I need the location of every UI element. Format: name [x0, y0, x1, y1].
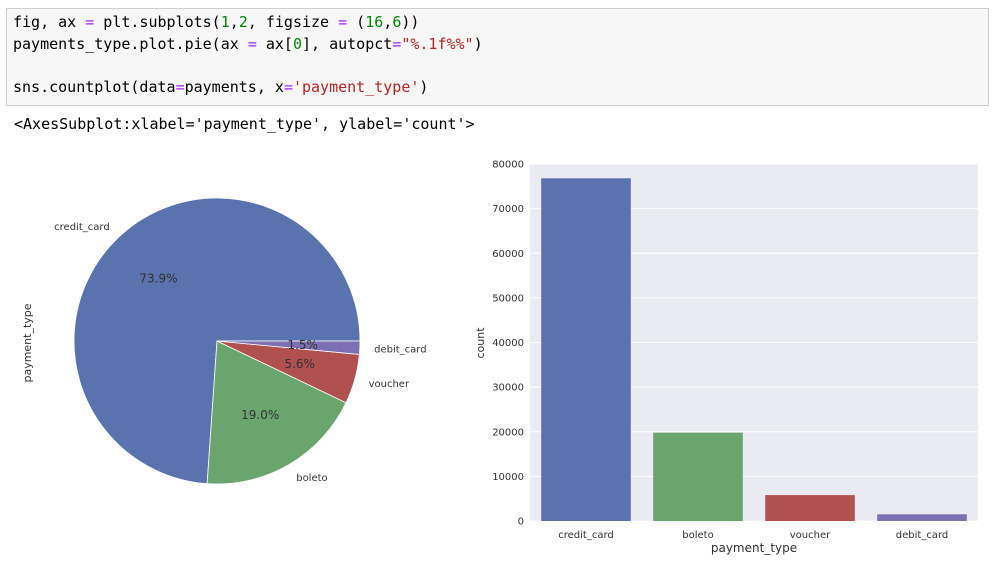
- pie-slice-label: voucher: [369, 379, 410, 390]
- bar-ytick-label: 50000: [492, 293, 524, 304]
- pie-ylabel: payment_type: [21, 303, 34, 382]
- code-token: 'payment_type': [292, 77, 420, 96]
- code-token: =: [392, 34, 402, 53]
- code-token: =: [283, 77, 293, 96]
- pie-pct-label: 19.0%: [241, 408, 279, 422]
- code-line: sns.countplot(data=payments, x='payment_…: [13, 78, 428, 96]
- bar-ytick-label: 10000: [492, 472, 524, 483]
- cell-output-text: <AxesSubplot:xlabel='payment_type', ylab…: [14, 115, 475, 133]
- bar-boleto: [653, 432, 743, 521]
- bar-credit-card: [541, 178, 631, 521]
- code-token: =: [338, 13, 348, 31]
- code-token: payments_type.plot.pie(ax: [13, 34, 248, 53]
- code-token: ): [419, 77, 429, 96]
- code-editor[interactable]: fig, ax = plt.subplots(1,2, figsize = (1…: [13, 12, 483, 98]
- code-token: "%.1f%%": [401, 34, 474, 53]
- code-token: 6: [392, 13, 402, 31]
- code-token: =: [247, 34, 257, 53]
- bar-xtick-label: credit_card: [558, 530, 614, 541]
- bar-ytick-label: 40000: [492, 338, 524, 349]
- bar-ytick-label: 80000: [492, 160, 524, 171]
- code-token: , figsize: [247, 13, 339, 31]
- code-token: 2: [238, 13, 248, 31]
- pie-slice-label: credit_card: [54, 222, 110, 233]
- bar-xtick-label: debit_card: [896, 530, 948, 541]
- pie-pct-label: 73.9%: [139, 271, 177, 285]
- pie-pct-label: 1.5%: [287, 338, 318, 352]
- pie-slice-debit-card: [216, 340, 361, 355]
- code-token: ,: [229, 13, 239, 31]
- pie-slice-label: debit_card: [374, 344, 426, 355]
- code-token: =: [85, 13, 95, 31]
- pie-chart: payment_type 73.9% credit_card 19.0% boleto…: [21, 197, 427, 485]
- bar-ytick-label: 70000: [492, 204, 524, 215]
- code-token: fig, ax: [13, 13, 86, 31]
- bar-ytick-label: 20000: [492, 427, 524, 438]
- code-token: 16: [365, 13, 384, 31]
- bar-voucher: [765, 495, 855, 521]
- code-token: 1: [220, 13, 230, 31]
- code-token: plt.subplots(: [94, 13, 221, 31]
- code-token: ax[: [256, 34, 293, 53]
- code-token: ], autopct: [302, 34, 393, 53]
- code-token: sns.countplot(data: [13, 77, 176, 96]
- pie-pct-label: 5.6%: [284, 357, 315, 371]
- code-token: payments, x: [184, 77, 284, 96]
- bar-chart: 0 10000 20000 30000 40000 50000 60000 70000 8000…: [474, 160, 978, 555]
- code-line: payments_type.plot.pie(ax = ax[0], autop…: [13, 35, 483, 53]
- code-token: )): [401, 13, 420, 31]
- code-token: 0: [292, 34, 302, 53]
- code-token: ): [473, 34, 483, 53]
- bar-ytick-label: 30000: [492, 383, 524, 394]
- bar-debit-card: [877, 514, 967, 521]
- code-token: (: [347, 13, 366, 31]
- bar-ytick-label: 0: [518, 517, 524, 528]
- bar-xtick-label: voucher: [790, 530, 831, 541]
- bar-ytick-label: 60000: [492, 249, 524, 260]
- code-line: fig, ax = plt.subplots(1,2, figsize = (1…: [13, 13, 419, 31]
- pie-slice-label: boleto: [296, 473, 327, 484]
- bar-xlabel: payment_type: [711, 541, 797, 555]
- code-token: =: [175, 77, 185, 96]
- bar-xtick-label: boleto: [682, 530, 713, 541]
- pie-slice-boleto: [206, 340, 347, 485]
- bar-ylabel: count: [474, 327, 487, 359]
- code-token: ,: [383, 13, 393, 31]
- code-cell[interactable]: fig, ax = plt.subplots(1,2, figsize = (1…: [6, 8, 989, 106]
